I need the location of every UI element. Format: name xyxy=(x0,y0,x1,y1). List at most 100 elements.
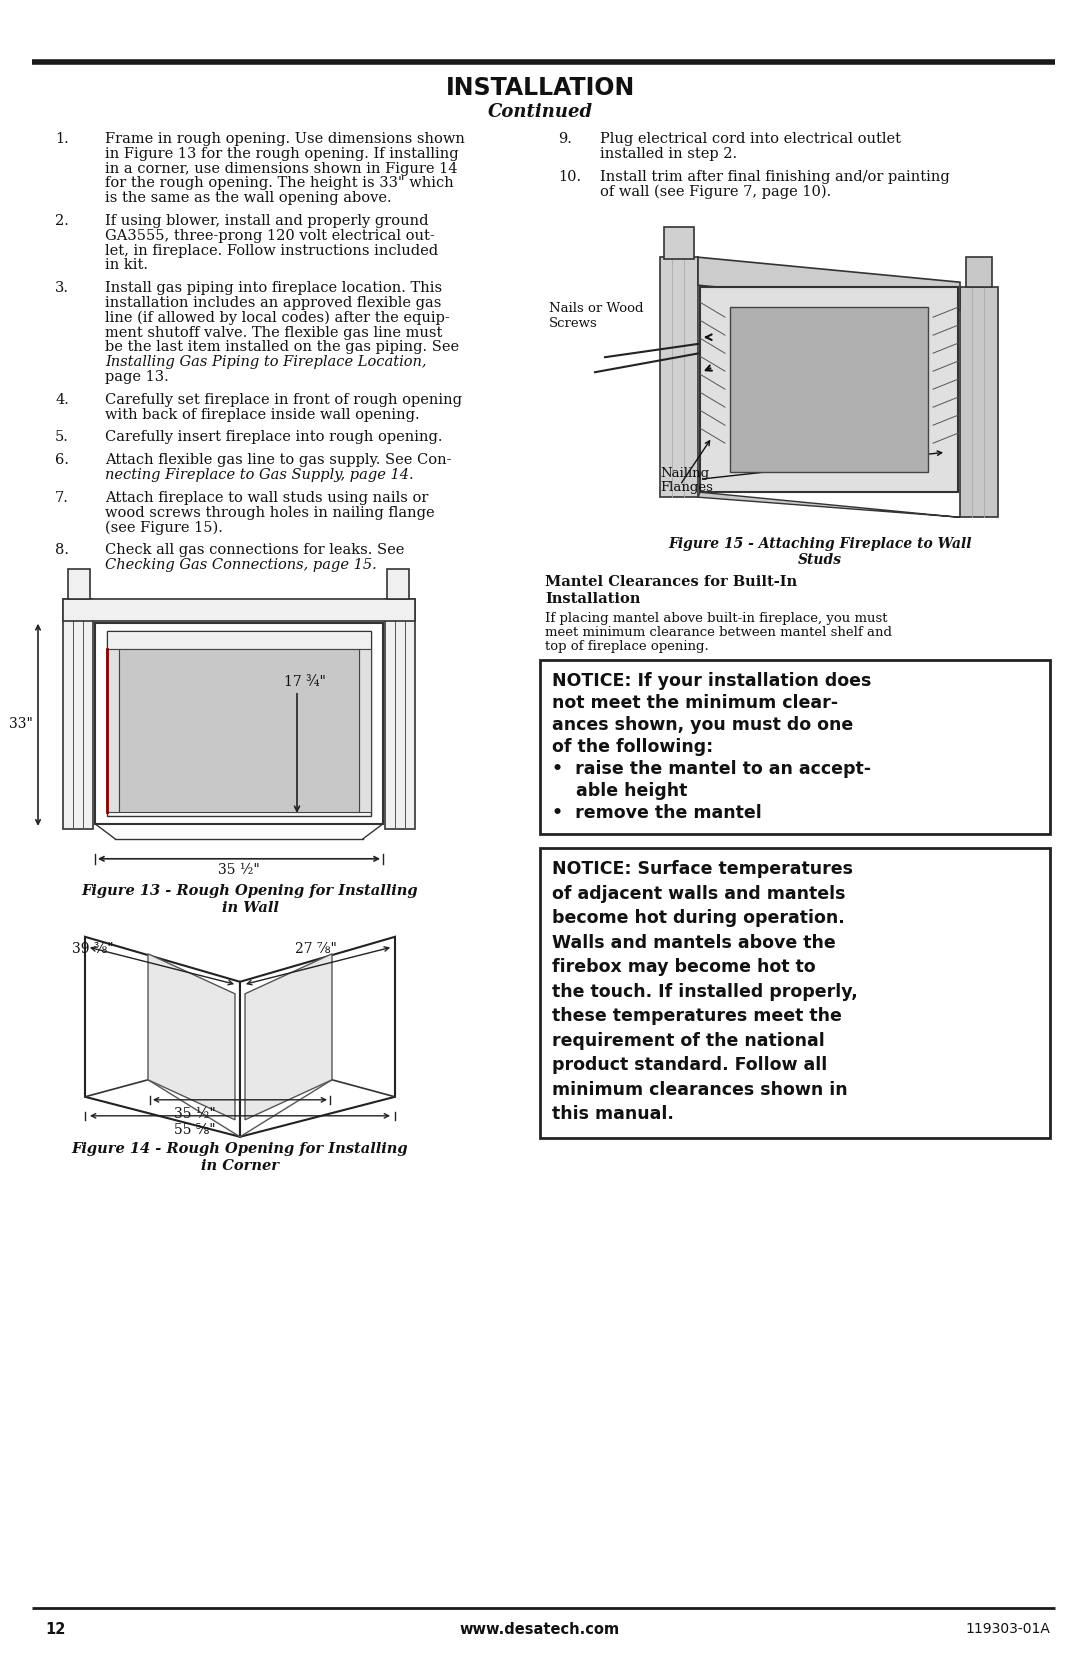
Text: Check all gas connections for leaks. See: Check all gas connections for leaks. See xyxy=(105,542,404,557)
Text: Figure 13 - Rough Opening for Installing: Figure 13 - Rough Opening for Installing xyxy=(82,885,418,898)
Bar xyxy=(384,599,415,829)
Text: Continued: Continued xyxy=(487,103,593,120)
Text: these temperatures meet the: these temperatures meet the xyxy=(552,1006,842,1025)
Bar xyxy=(540,848,1050,1138)
Text: become hot during operation.: become hot during operation. xyxy=(552,910,845,928)
Text: www.desatech.com: www.desatech.com xyxy=(460,1622,620,1637)
Text: in kit.: in kit. xyxy=(105,259,148,272)
Text: Nailing: Nailing xyxy=(660,467,710,481)
Text: line (if allowed by local codes) after the equip-: line (if allowed by local codes) after t… xyxy=(105,310,449,325)
Bar xyxy=(95,623,383,824)
Text: 12: 12 xyxy=(45,1622,66,1637)
Text: necting Fireplace to Gas Supply, page 14.: necting Fireplace to Gas Supply, page 14… xyxy=(105,467,414,482)
Text: Plug electrical cord into electrical outlet: Plug electrical cord into electrical out… xyxy=(600,132,901,145)
Text: 3.: 3. xyxy=(55,280,69,295)
Text: 39 ⅜": 39 ⅜" xyxy=(72,941,113,956)
Text: minimum clearances shown in: minimum clearances shown in xyxy=(552,1082,848,1098)
Text: be the last item installed on the gas piping. See: be the last item installed on the gas pi… xyxy=(105,340,459,354)
Text: 2.: 2. xyxy=(55,214,69,229)
Bar xyxy=(966,257,993,287)
Bar xyxy=(730,307,928,472)
Text: Studs: Studs xyxy=(798,552,842,567)
Text: ances shown, you must do one: ances shown, you must do one xyxy=(552,716,853,734)
Text: 17 ¾": 17 ¾" xyxy=(284,674,326,689)
Text: Installing Gas Piping to Fireplace Location,: Installing Gas Piping to Fireplace Locat… xyxy=(105,355,427,369)
Text: installation includes an approved flexible gas: installation includes an approved flexib… xyxy=(105,295,442,310)
Bar xyxy=(107,649,119,811)
Text: in a corner, use dimensions shown in Figure 14: in a corner, use dimensions shown in Fig… xyxy=(105,162,458,175)
Text: 27 ⅞": 27 ⅞" xyxy=(295,941,337,956)
Text: 119303-01A: 119303-01A xyxy=(966,1622,1050,1636)
Text: not meet the minimum clear-: not meet the minimum clear- xyxy=(552,694,838,713)
Text: in Figure 13 for the rough opening. If installing: in Figure 13 for the rough opening. If i… xyxy=(105,147,459,160)
Text: Figure 15 - Attaching Fireplace to Wall: Figure 15 - Attaching Fireplace to Wall xyxy=(669,537,972,551)
Text: 8.: 8. xyxy=(55,542,69,557)
Text: Installation: Installation xyxy=(545,592,640,606)
Text: Screws: Screws xyxy=(549,317,597,330)
Text: Walls and mantels above the: Walls and mantels above the xyxy=(552,933,836,951)
Bar xyxy=(387,569,409,599)
Text: 7.: 7. xyxy=(55,491,69,504)
Text: Carefully insert fireplace into rough opening.: Carefully insert fireplace into rough op… xyxy=(105,431,443,444)
Text: meet minimum clearance between mantel shelf and: meet minimum clearance between mantel sh… xyxy=(545,626,892,639)
Text: 9.: 9. xyxy=(558,132,572,145)
Text: (see Figure 15).: (see Figure 15). xyxy=(105,521,222,534)
Polygon shape xyxy=(148,953,235,1120)
Text: 1.: 1. xyxy=(55,132,69,145)
Text: Install gas piping into fireplace location. This: Install gas piping into fireplace locati… xyxy=(105,280,442,295)
Polygon shape xyxy=(698,257,960,310)
Text: let, in fireplace. Follow instructions included: let, in fireplace. Follow instructions i… xyxy=(105,244,438,257)
Text: this manual.: this manual. xyxy=(552,1105,674,1123)
Bar xyxy=(540,661,1050,834)
Text: in Wall: in Wall xyxy=(221,901,279,915)
Polygon shape xyxy=(698,492,960,517)
Text: able height: able height xyxy=(552,783,687,799)
Polygon shape xyxy=(85,936,240,1137)
Text: top of fireplace opening.: top of fireplace opening. xyxy=(545,641,708,653)
Text: 5.: 5. xyxy=(55,431,69,444)
Text: •  remove the mantel: • remove the mantel xyxy=(552,804,761,823)
Text: Nails or Wood: Nails or Wood xyxy=(549,302,644,315)
Text: Figure 14 - Rough Opening for Installing: Figure 14 - Rough Opening for Installing xyxy=(71,1142,408,1157)
Text: page 13.: page 13. xyxy=(105,371,168,384)
Text: Carefully set fireplace in front of rough opening: Carefully set fireplace in front of roug… xyxy=(105,392,462,407)
Text: requirement of the national: requirement of the national xyxy=(552,1031,825,1050)
Bar xyxy=(664,227,694,259)
Text: Checking Gas Connections, page 15.: Checking Gas Connections, page 15. xyxy=(105,557,377,572)
Text: GA3555, three-prong 120 volt electrical out-: GA3555, three-prong 120 volt electrical … xyxy=(105,229,435,242)
Text: with back of fireplace inside wall opening.: with back of fireplace inside wall openi… xyxy=(105,407,420,422)
Text: Install trim after final finishing and/or painting: Install trim after final finishing and/o… xyxy=(600,170,949,184)
Polygon shape xyxy=(240,936,395,1137)
Text: installed in step 2.: installed in step 2. xyxy=(600,147,738,160)
Text: Frame in rough opening. Use dimensions shown: Frame in rough opening. Use dimensions s… xyxy=(105,132,464,145)
Text: Attach flexible gas line to gas supply. See Con-: Attach flexible gas line to gas supply. … xyxy=(105,454,451,467)
Text: Attach fireplace to wall studs using nails or: Attach fireplace to wall studs using nai… xyxy=(105,491,429,504)
Text: 35 ½": 35 ½" xyxy=(174,1107,216,1122)
Text: for the rough opening. The height is 33" which: for the rough opening. The height is 33"… xyxy=(105,177,454,190)
Bar xyxy=(960,287,998,517)
Text: of wall (see Figure 7, page 10).: of wall (see Figure 7, page 10). xyxy=(600,184,832,199)
Bar xyxy=(700,287,958,492)
Bar xyxy=(68,569,90,599)
Bar xyxy=(107,631,372,816)
Text: of the following:: of the following: xyxy=(552,738,713,756)
Text: 55 ⅝": 55 ⅝" xyxy=(174,1123,216,1137)
Bar xyxy=(359,649,372,811)
Text: in Corner: in Corner xyxy=(201,1158,279,1173)
Text: 6.: 6. xyxy=(55,454,69,467)
Bar xyxy=(107,631,372,649)
Bar xyxy=(119,649,359,811)
Text: NOTICE: If your installation does: NOTICE: If your installation does xyxy=(552,673,872,691)
Text: of adjacent walls and mantels: of adjacent walls and mantels xyxy=(552,885,846,903)
Text: firebox may become hot to: firebox may become hot to xyxy=(552,958,815,976)
Text: NOTICE: Surface temperatures: NOTICE: Surface temperatures xyxy=(552,860,853,878)
Text: the touch. If installed properly,: the touch. If installed properly, xyxy=(552,983,858,1001)
Text: wood screws through holes in nailing flange: wood screws through holes in nailing fla… xyxy=(105,506,434,519)
Text: 35 ½": 35 ½" xyxy=(218,863,260,876)
Text: ment shutoff valve. The flexible gas line must: ment shutoff valve. The flexible gas lin… xyxy=(105,325,443,339)
Bar xyxy=(660,257,698,497)
Text: INSTALLATION: INSTALLATION xyxy=(445,77,635,100)
Bar xyxy=(63,599,93,829)
Text: If placing mantel above built-in fireplace, you must: If placing mantel above built-in firepla… xyxy=(545,613,888,626)
Text: is the same as the wall opening above.: is the same as the wall opening above. xyxy=(105,192,392,205)
